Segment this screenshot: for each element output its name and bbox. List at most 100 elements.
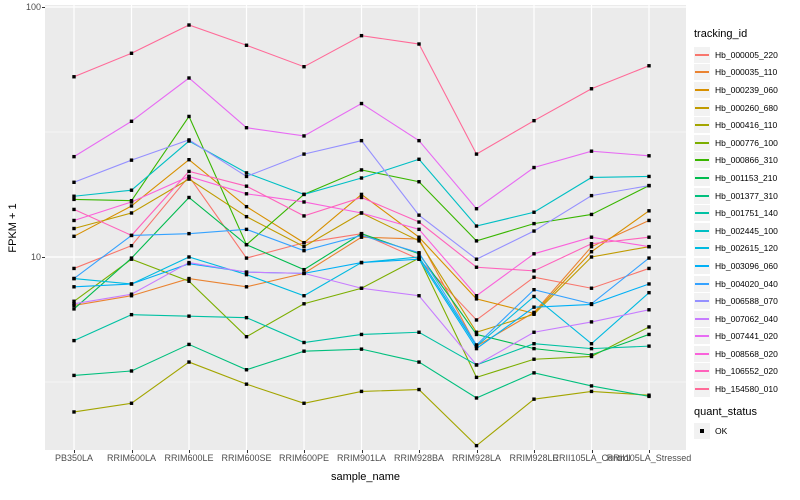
legend-key-swatch xyxy=(694,345,710,362)
legend-key-swatch xyxy=(694,293,710,310)
data-point xyxy=(302,248,306,253)
data-point xyxy=(589,389,594,394)
legend-entry: Hb_000776_100 xyxy=(694,134,800,152)
data-point xyxy=(589,384,594,388)
data-point xyxy=(417,360,421,364)
legend-title-quant-status: quant_status xyxy=(694,405,757,418)
legend-line-icon xyxy=(695,141,709,144)
x-tick-label: RRIM928LE xyxy=(509,453,559,463)
data-point xyxy=(244,315,249,320)
legend-entry-label: Hb_002445_100 xyxy=(715,225,778,236)
data-point xyxy=(187,195,191,200)
legend-entry-label: Hb_008568_020 xyxy=(715,348,778,359)
data-point xyxy=(532,330,536,334)
legend-line-icon xyxy=(695,176,709,179)
data-point xyxy=(417,235,421,239)
data-point xyxy=(72,410,76,414)
data-point xyxy=(359,168,364,172)
data-point xyxy=(474,396,479,400)
legend-key-swatch xyxy=(694,205,710,222)
data-point xyxy=(532,312,536,316)
data-point xyxy=(532,305,536,309)
data-point xyxy=(417,239,421,243)
legend-line-icon xyxy=(695,229,709,232)
legend-line-icon xyxy=(695,159,709,162)
legend-entry-label: Hb_000005_220 xyxy=(715,49,778,60)
data-point xyxy=(417,220,421,224)
plot-panel xyxy=(45,5,686,450)
legend-entry: Hb_000260_680 xyxy=(694,99,800,117)
x-tick-label: RRIM600LA xyxy=(106,453,157,463)
legend-entry: Hb_000239_060 xyxy=(694,81,800,99)
data-point xyxy=(474,207,479,211)
data-point xyxy=(187,279,191,283)
data-point xyxy=(72,218,76,223)
data-point xyxy=(244,184,249,188)
legend-line-icon xyxy=(695,300,709,303)
data-point xyxy=(129,51,134,55)
legend-entry: Hb_007441_020 xyxy=(694,328,800,346)
legend-key-swatch xyxy=(694,381,710,398)
legend-entry-label: Hb_007062_040 xyxy=(715,313,778,324)
legend-entry-label: Hb_000416_110 xyxy=(715,120,778,131)
y-axis-title: FPKM + 1 xyxy=(7,203,19,253)
data-point xyxy=(244,256,249,260)
data-point xyxy=(244,382,249,386)
data-point xyxy=(532,357,536,361)
x-tick-mark xyxy=(304,450,305,453)
legend-entry: Hb_154580_010 xyxy=(694,380,800,398)
legend-line-icon xyxy=(695,212,709,215)
x-tick-label: RRIM928BA xyxy=(393,453,445,463)
x-tick-label: RRIM901LA xyxy=(336,453,387,463)
data-point xyxy=(302,192,306,197)
quant-entry-label: OK xyxy=(715,425,728,436)
data-point xyxy=(359,33,364,38)
legend-entry-label: Hb_000035_110 xyxy=(715,67,778,78)
data-point xyxy=(532,229,536,233)
data-point xyxy=(647,218,651,223)
data-point xyxy=(244,334,249,339)
data-point xyxy=(129,188,134,192)
data-point xyxy=(359,211,364,215)
quant-key-swatch xyxy=(694,422,710,439)
data-point xyxy=(187,114,191,119)
data-point xyxy=(187,276,191,281)
data-point xyxy=(302,214,306,218)
data-point xyxy=(532,252,536,256)
data-point xyxy=(129,158,134,162)
data-point xyxy=(589,235,594,239)
legend-entry-label: Hb_001751_140 xyxy=(715,208,778,219)
legend-line-icon xyxy=(695,370,709,373)
data-point xyxy=(417,237,421,241)
data-point xyxy=(302,65,306,69)
data-point xyxy=(474,318,479,322)
legend-entry-label: Hb_000866_310 xyxy=(715,155,778,166)
x-tick-label: RRII105LA_Control xyxy=(552,453,631,463)
legend-key-swatch xyxy=(694,64,710,81)
data-point xyxy=(302,200,306,204)
legend-entry: Hb_001751_140 xyxy=(694,204,800,222)
x-tick-mark xyxy=(361,450,363,453)
legend-line-icon xyxy=(695,71,709,74)
data-point xyxy=(302,244,306,249)
data-point xyxy=(187,314,191,318)
data-point xyxy=(359,286,364,290)
data-point xyxy=(532,275,536,279)
y-tick-label: 10 xyxy=(30,252,41,262)
data-point xyxy=(532,397,536,401)
x-tick-label: RRIM928LA xyxy=(451,453,502,463)
legend-key-swatch xyxy=(694,363,710,380)
data-point xyxy=(359,192,364,197)
x-tick-label: RRII105LA_Stressed xyxy=(606,453,692,463)
data-point xyxy=(244,126,249,130)
data-point xyxy=(647,64,651,68)
data-point xyxy=(244,214,249,219)
data-point xyxy=(589,149,594,153)
legend-entry: Hb_001153_210 xyxy=(694,169,800,187)
data-point xyxy=(72,302,76,306)
legend-key-swatch xyxy=(694,134,710,151)
data-point xyxy=(72,207,76,212)
data-point xyxy=(474,265,479,269)
legend-entry-label: Hb_006588_070 xyxy=(715,296,778,307)
